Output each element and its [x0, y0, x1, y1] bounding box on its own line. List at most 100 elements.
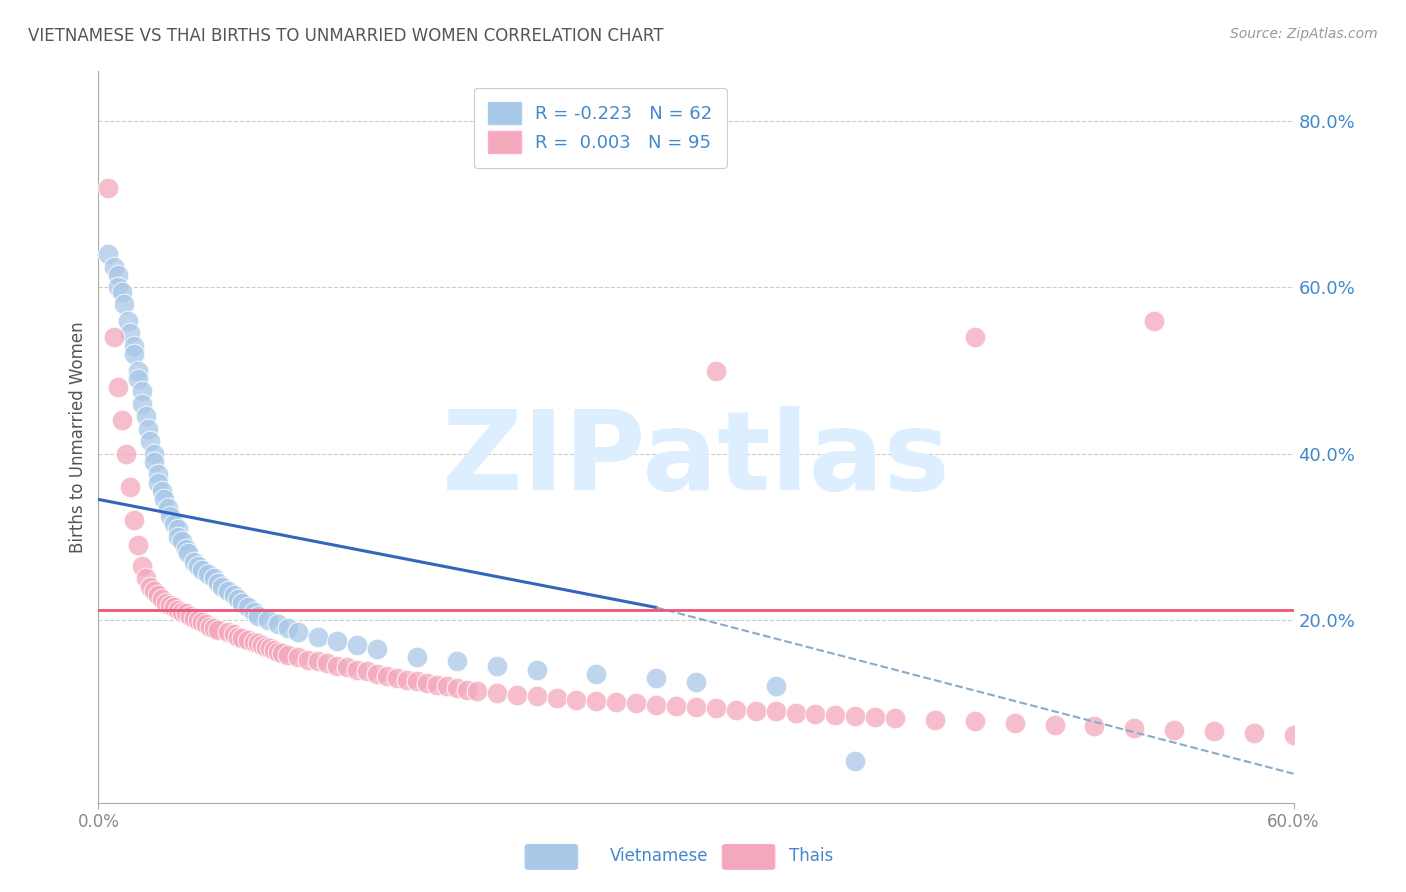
- Point: [366, 642, 388, 657]
- Text: ZIPatlas: ZIPatlas: [441, 406, 950, 513]
- Point: [179, 608, 201, 623]
- Point: [243, 605, 266, 619]
- Point: [924, 713, 946, 727]
- Point: [111, 285, 134, 299]
- Point: [222, 627, 245, 641]
- Point: [267, 617, 290, 632]
- Point: [124, 347, 146, 361]
- Point: [277, 648, 299, 662]
- Point: [159, 509, 181, 524]
- Point: [183, 555, 205, 569]
- Point: [183, 611, 205, 625]
- Point: [316, 656, 339, 670]
- Point: [307, 655, 329, 669]
- Point: [97, 247, 120, 261]
- Point: [167, 603, 190, 617]
- Point: [177, 546, 200, 560]
- Point: [124, 513, 146, 527]
- Point: [785, 706, 807, 720]
- Point: [148, 467, 170, 482]
- Legend: R = -0.223   N = 62, R =  0.003   N = 95: R = -0.223 N = 62, R = 0.003 N = 95: [474, 87, 727, 168]
- Point: [865, 710, 887, 724]
- Point: [163, 600, 186, 615]
- Point: [174, 607, 197, 621]
- Point: [465, 684, 488, 698]
- Point: [884, 711, 907, 725]
- Point: [565, 692, 588, 706]
- Point: [366, 667, 388, 681]
- Point: [406, 674, 429, 689]
- Point: [198, 619, 221, 633]
- Point: [202, 571, 225, 585]
- Point: [246, 636, 269, 650]
- Point: [211, 580, 233, 594]
- Point: [375, 668, 398, 682]
- Point: [167, 530, 190, 544]
- FancyBboxPatch shape: [723, 845, 775, 870]
- Point: [665, 699, 688, 714]
- Point: [585, 667, 607, 681]
- Point: [385, 671, 409, 685]
- Point: [226, 592, 249, 607]
- Point: [120, 326, 142, 341]
- Text: Vietnamese: Vietnamese: [610, 847, 709, 865]
- Point: [131, 397, 153, 411]
- Point: [485, 686, 508, 700]
- Point: [222, 588, 245, 602]
- Point: [217, 583, 239, 598]
- Point: [148, 475, 170, 490]
- Point: [111, 413, 134, 427]
- Point: [1243, 726, 1265, 740]
- Point: [1163, 723, 1185, 737]
- Point: [1143, 314, 1166, 328]
- Point: [112, 297, 135, 311]
- Point: [585, 693, 607, 707]
- Point: [685, 700, 707, 714]
- Point: [277, 621, 299, 635]
- Point: [157, 500, 180, 515]
- Point: [236, 600, 259, 615]
- Point: [231, 632, 253, 646]
- Point: [346, 638, 368, 652]
- Point: [1123, 721, 1146, 735]
- Point: [526, 690, 548, 704]
- Point: [127, 538, 149, 552]
- Point: [287, 650, 309, 665]
- Y-axis label: Births to Unmarried Women: Births to Unmarried Women: [69, 321, 87, 553]
- Point: [605, 695, 627, 709]
- Point: [645, 671, 668, 685]
- Point: [155, 596, 177, 610]
- FancyBboxPatch shape: [524, 845, 578, 870]
- Point: [243, 634, 266, 648]
- Point: [143, 447, 166, 461]
- Point: [724, 703, 747, 717]
- Point: [526, 663, 548, 677]
- Point: [326, 658, 349, 673]
- Point: [117, 314, 139, 328]
- Point: [436, 680, 458, 694]
- Point: [246, 608, 269, 623]
- Point: [131, 384, 153, 399]
- Point: [103, 260, 125, 274]
- Point: [963, 714, 986, 729]
- Point: [844, 708, 866, 723]
- Point: [236, 632, 259, 647]
- Point: [446, 681, 468, 695]
- Point: [346, 663, 368, 677]
- Point: [107, 280, 129, 294]
- Point: [456, 682, 478, 697]
- Point: [159, 598, 181, 612]
- Point: [704, 701, 727, 715]
- Point: [250, 638, 273, 652]
- Point: [202, 621, 225, 635]
- Point: [174, 542, 197, 557]
- Point: [143, 583, 166, 598]
- Point: [645, 698, 668, 712]
- Point: [139, 434, 162, 449]
- Point: [172, 533, 194, 548]
- Point: [267, 644, 290, 658]
- Point: [115, 447, 138, 461]
- Point: [226, 630, 249, 644]
- Point: [187, 613, 209, 627]
- Point: [1083, 719, 1105, 733]
